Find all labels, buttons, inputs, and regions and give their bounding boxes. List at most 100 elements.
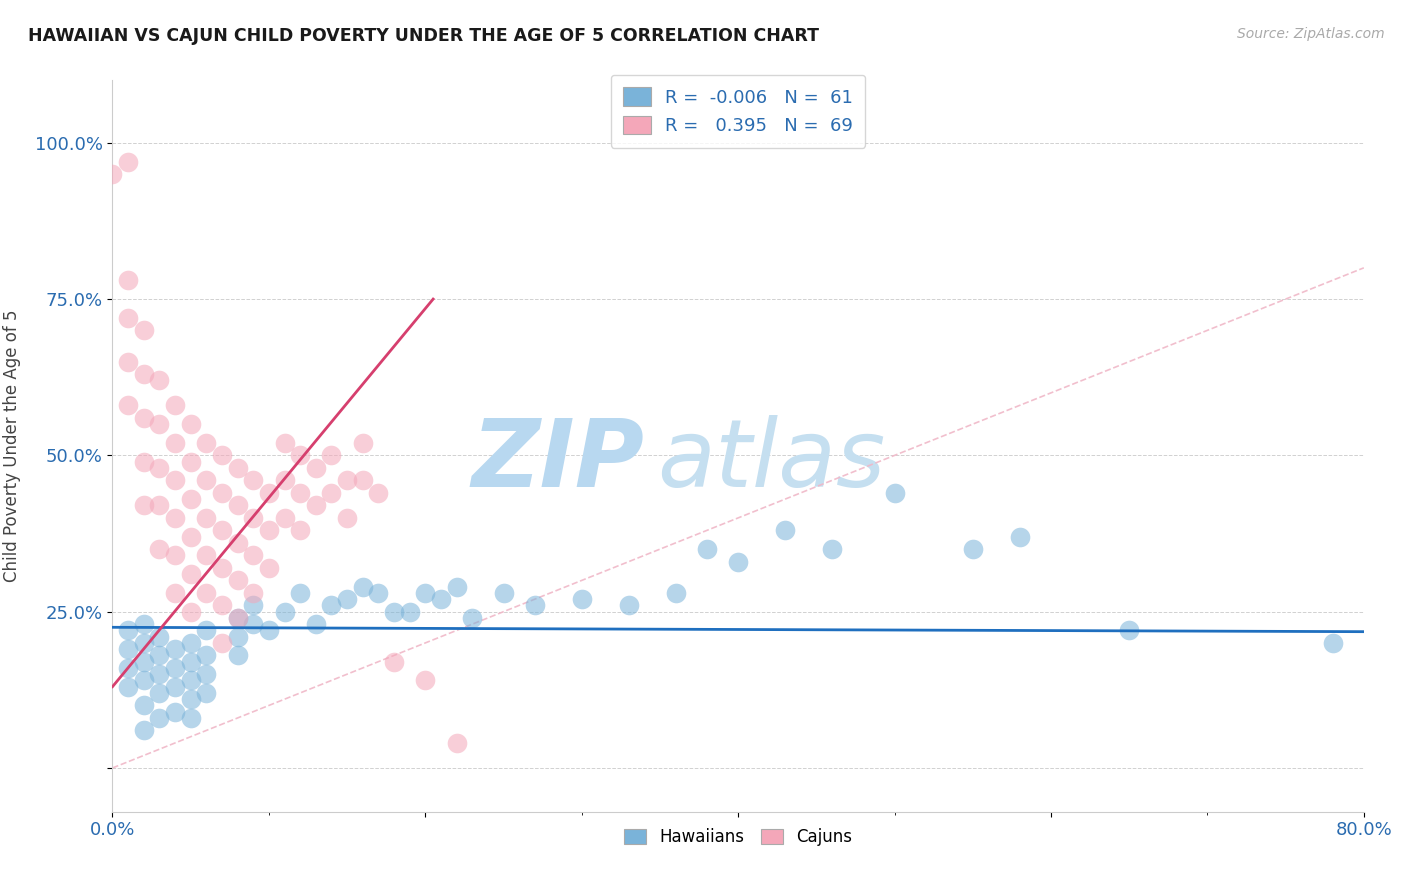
Point <box>226 611 249 625</box>
Point <box>273 511 295 525</box>
Point <box>117 680 139 694</box>
Point <box>273 474 295 488</box>
Point <box>163 661 186 675</box>
Point <box>226 461 249 475</box>
Point <box>195 474 218 488</box>
Point <box>242 511 264 525</box>
Point <box>367 486 389 500</box>
Point <box>242 586 264 600</box>
Point <box>430 592 453 607</box>
Point <box>163 586 186 600</box>
Point <box>290 586 312 600</box>
Point <box>132 499 155 513</box>
Point <box>211 449 233 463</box>
Point <box>211 486 233 500</box>
Point <box>132 367 155 381</box>
Point <box>148 667 170 681</box>
Point <box>883 486 905 500</box>
Point <box>163 511 186 525</box>
Point <box>163 549 186 563</box>
Point <box>163 680 186 694</box>
Point <box>117 310 139 325</box>
Point <box>117 154 139 169</box>
Point <box>257 486 280 500</box>
Point <box>148 542 170 557</box>
Point <box>352 474 374 488</box>
Point <box>290 486 312 500</box>
Point <box>148 373 170 387</box>
Point <box>336 592 359 607</box>
Point <box>132 723 155 738</box>
Point <box>257 561 280 575</box>
Point <box>180 530 202 544</box>
Point <box>117 398 139 412</box>
Point <box>321 599 343 613</box>
Point <box>773 524 796 538</box>
Point <box>696 542 718 557</box>
Point <box>195 667 218 681</box>
Point <box>242 617 264 632</box>
Point <box>242 474 264 488</box>
Point <box>195 648 218 663</box>
Point <box>1322 636 1344 650</box>
Point <box>180 655 202 669</box>
Point <box>148 711 170 725</box>
Point <box>367 586 389 600</box>
Text: HAWAIIAN VS CAJUN CHILD POVERTY UNDER THE AGE OF 5 CORRELATION CHART: HAWAIIAN VS CAJUN CHILD POVERTY UNDER TH… <box>28 27 820 45</box>
Point <box>290 449 312 463</box>
Point <box>148 686 170 700</box>
Point <box>352 580 374 594</box>
Point <box>492 586 515 600</box>
Point <box>336 474 359 488</box>
Point <box>117 354 139 368</box>
Point <box>273 605 295 619</box>
Point <box>523 599 546 613</box>
Point <box>132 673 155 688</box>
Point <box>1008 530 1031 544</box>
Point <box>101 167 124 181</box>
Point <box>257 624 280 638</box>
Text: atlas: atlas <box>657 415 884 506</box>
Point <box>226 574 249 588</box>
Point <box>148 461 170 475</box>
Point <box>382 655 405 669</box>
Point <box>148 648 170 663</box>
Point <box>211 524 233 538</box>
Point <box>180 673 202 688</box>
Point <box>305 499 328 513</box>
Point <box>163 398 186 412</box>
Point <box>180 417 202 431</box>
Point <box>211 636 233 650</box>
Point <box>461 611 484 625</box>
Point <box>117 642 139 657</box>
Point <box>180 605 202 619</box>
Point <box>226 630 249 644</box>
Point <box>257 524 280 538</box>
Point <box>290 524 312 538</box>
Point <box>321 449 343 463</box>
Point <box>163 705 186 719</box>
Point <box>242 549 264 563</box>
Point <box>195 511 218 525</box>
Point <box>226 648 249 663</box>
Point <box>211 599 233 613</box>
Point <box>132 698 155 713</box>
Point <box>382 605 405 619</box>
Point <box>446 736 468 750</box>
Text: Source: ZipAtlas.com: Source: ZipAtlas.com <box>1237 27 1385 41</box>
Point <box>163 642 186 657</box>
Point <box>305 617 328 632</box>
Point <box>195 686 218 700</box>
Point <box>1118 624 1140 638</box>
Point <box>180 492 202 507</box>
Point <box>242 599 264 613</box>
Point <box>962 542 984 557</box>
Point <box>664 586 686 600</box>
Point <box>195 624 218 638</box>
Point <box>398 605 420 619</box>
Point <box>163 474 186 488</box>
Point <box>132 410 155 425</box>
Point <box>211 561 233 575</box>
Point <box>180 692 202 706</box>
Point <box>180 636 202 650</box>
